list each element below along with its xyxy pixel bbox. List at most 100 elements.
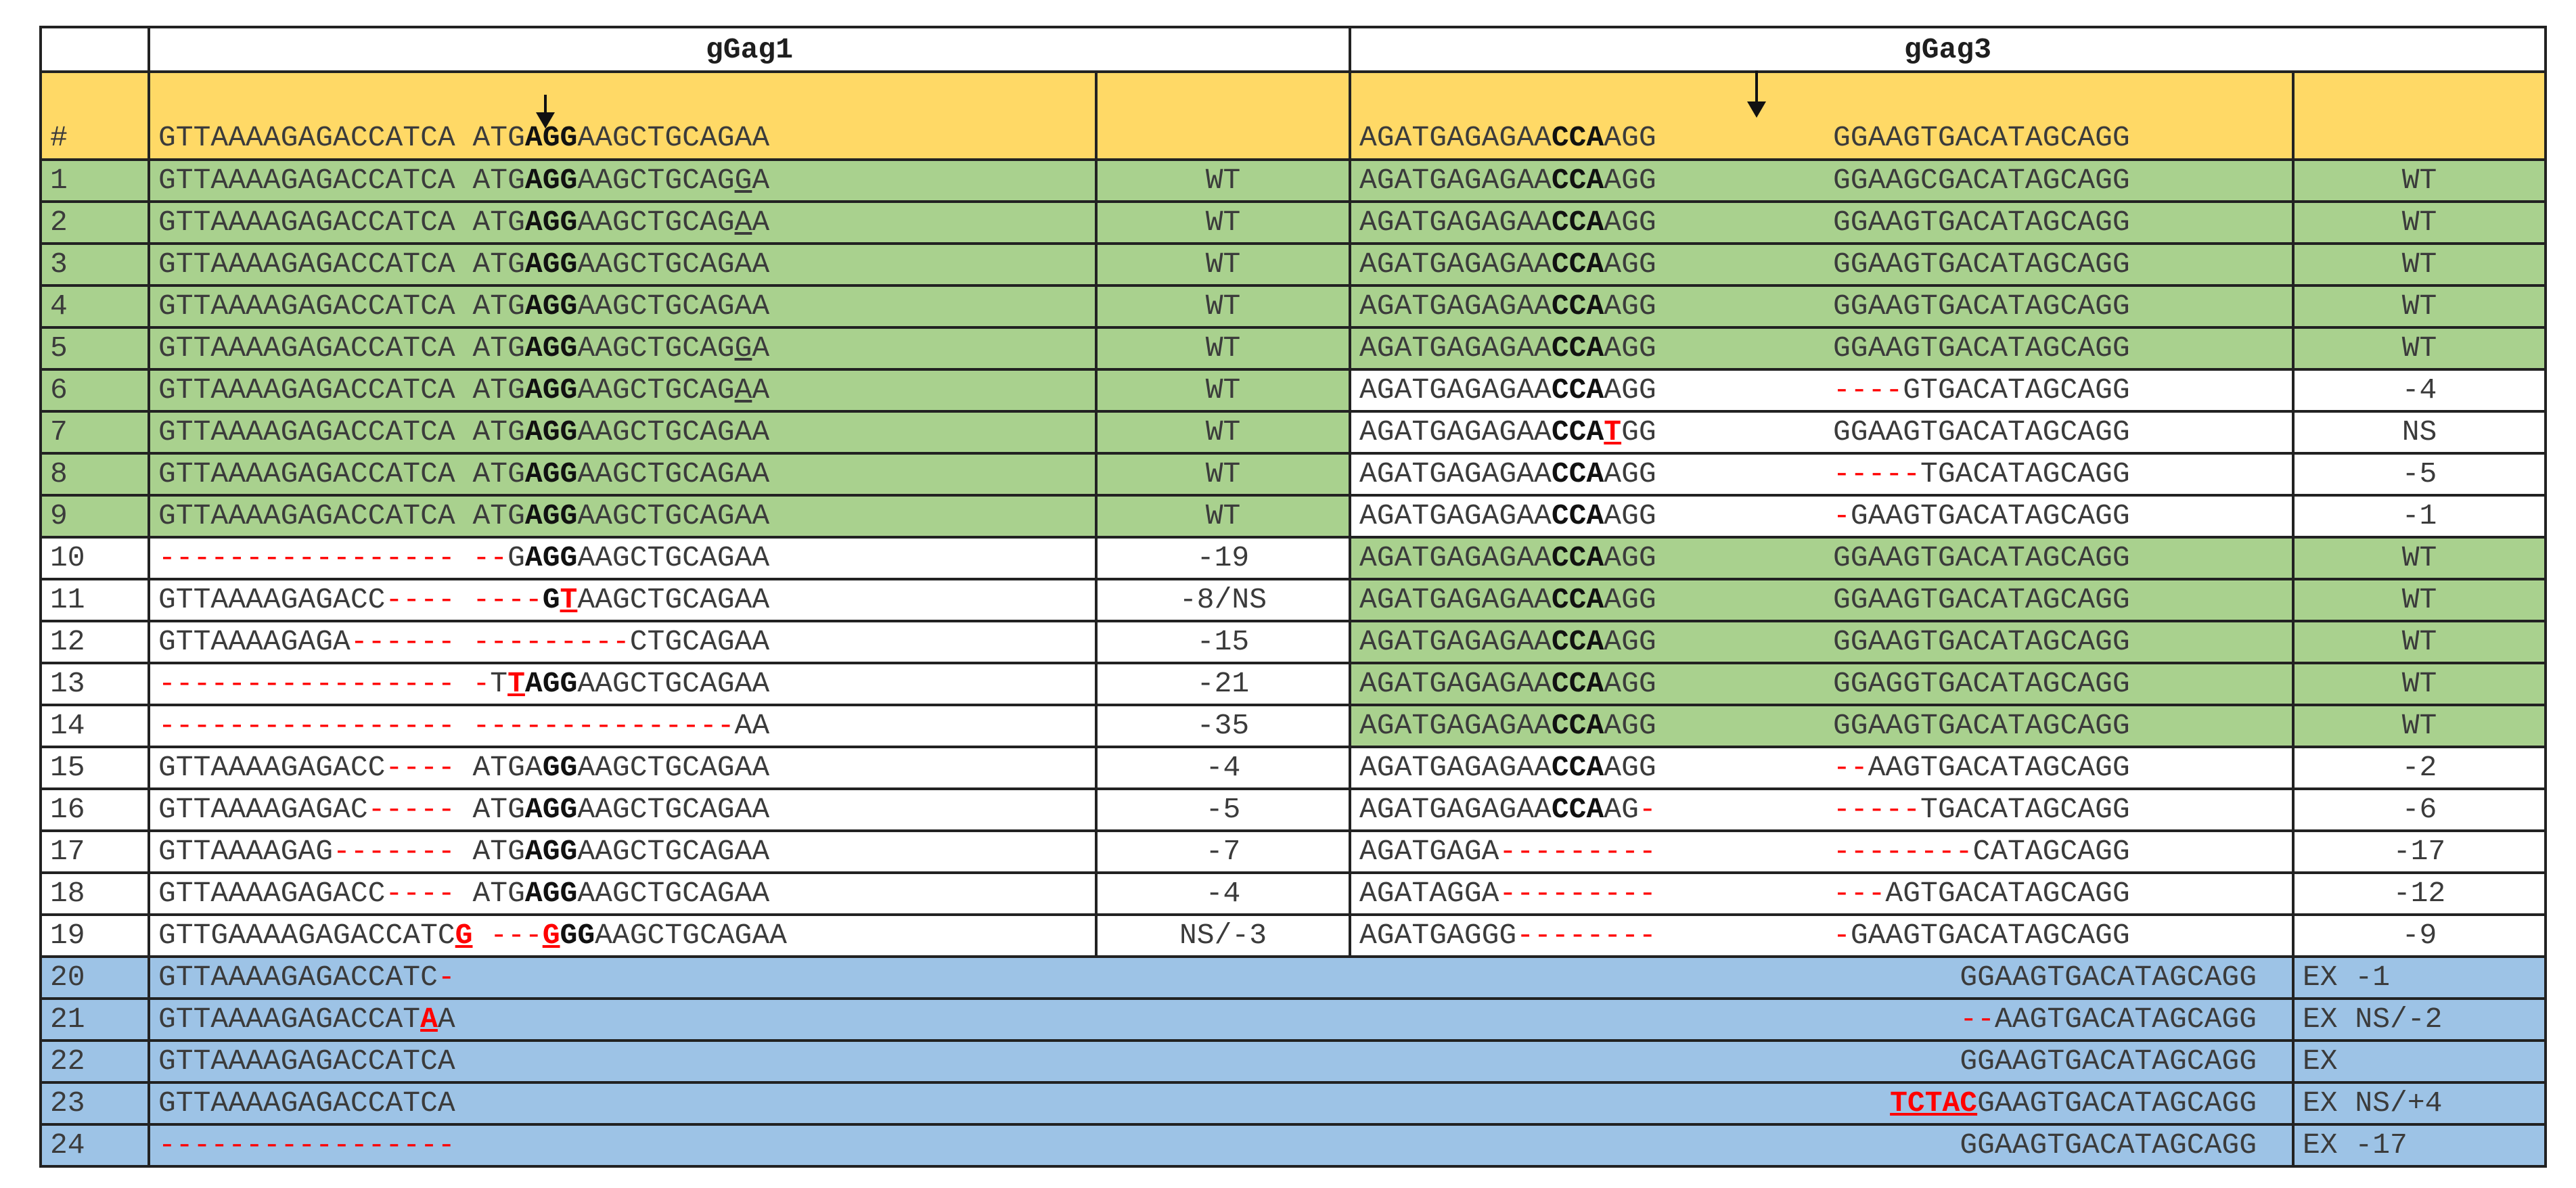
reference-gGag3-result (2292, 70, 2547, 161)
gGag3-sequence: AGATGAGAGAACCAAGG GGAAGTGACATAGCAGG (1349, 200, 2295, 245)
gGag3-sequence: AGATGAGAGAACCAAGG GGAAGTGACATAGCAGG (1349, 242, 2295, 287)
seq-segment: AGG (1604, 206, 1656, 239)
excision-result: EX NS/-2 (2292, 997, 2547, 1042)
seq-segment: AAGCTGCAGAA (577, 499, 770, 532)
seq-segment: AGATGAGAGAA (1359, 709, 1552, 742)
gGag3-left: AGATGAGAGAACCAAGG (1359, 204, 1833, 241)
seq-segment: AAGCTGCAGAA (577, 835, 770, 868)
gGag1-result: WT (1095, 494, 1351, 539)
gGag3-sequence: AGATGAGAGAACCAAGG GGAGGTGACATAGCAGG (1349, 662, 2295, 706)
seq-segment: GTTAAAAGAGACCATCA ATG (158, 290, 525, 323)
seq-segment: --- (1833, 877, 1886, 910)
gGag1-result: WT (1095, 200, 1351, 245)
seq-segment: G (455, 919, 473, 952)
gGag1-result: -4 (1095, 871, 1351, 916)
seq-segment: GTTAAAAGAGACCATCA ATG (158, 206, 525, 239)
seq-segment: GTTAAAAGAGA (158, 625, 351, 658)
row-number: 17 (39, 829, 150, 874)
gGag1-sequence: GTTAAAAGAGACC---- ----GTAAGCTGCAGAA (148, 578, 1098, 622)
gGag1-result: WT (1095, 158, 1351, 203)
row-number: 19 (39, 913, 150, 958)
excision-sequence: GTTAAAAGAGACCATAA --AAGTGACATAGCAGG (148, 997, 2295, 1042)
gGag3-header: gGag3 (1349, 26, 2547, 73)
seq-segment: CCA (1551, 541, 1604, 574)
table-row-exon: 20 GTTAAAAGAGACCATC- GGAAGTGACATAGCAGG EX -… (39, 955, 2547, 1000)
gGag3-sequence: AGATGAGAGAACCAAGG GGAAGTGACATAGCAGG (1349, 704, 2295, 748)
gGag3-result: -17 (2292, 829, 2547, 874)
gGag1-sequence: GTTAAAAGAGACCATCA ATGAGGAAGCTGCAGGA (148, 158, 1098, 203)
seq-segment: A (752, 373, 770, 407)
seq-segment: T (1604, 415, 1622, 449)
seq-segment: AAGCTGCAGAA (577, 667, 770, 700)
gGag3-result: WT (2292, 326, 2547, 371)
seq-segment: CCA (1551, 667, 1604, 700)
excision-sequence: GTTAAAAGAGACCATCA TCTACGAAGTGACATAGCAGG (148, 1081, 2295, 1126)
seq-segment: AGG (1604, 541, 1656, 574)
seq-segment: AGATGAGAGAA (1359, 164, 1552, 197)
seq-segment: AGATGAGAGAA (1359, 121, 1552, 154)
gGag3-left: AGATGAGAGAACCAAGG (1359, 246, 1833, 283)
seq-segment: T (560, 583, 578, 616)
seq-segment: GTTAAAAGAGACCATCA ATG (158, 332, 525, 365)
seq-segment: AAGCTGCAGAA (577, 248, 770, 281)
gGag3-result: -5 (2292, 452, 2547, 497)
gGag1-result: WT (1095, 242, 1351, 287)
gGag3-result: WT (2292, 662, 2547, 706)
seq-segment: ---- (385, 877, 455, 910)
gGag3-right: GGAAGTGACATAGCAGG (1833, 332, 2130, 365)
table-row-exon: 23 GTTAAAAGAGACCATCA TCTACGAAGTGACATAGCAGG… (39, 1081, 2547, 1126)
seq-segment: GG (1621, 415, 1656, 449)
gGag3-right: -GAAGTGACATAGCAGG (1833, 499, 2130, 532)
seq-segment: AGG (524, 332, 578, 365)
seq-segment: AGATGAGA (1359, 835, 1499, 868)
gGag1-sequence: GTTAAAAGAGACCATCA ATGAGGAAGCTGCAGGA (148, 326, 1098, 371)
seq-segment: AGATGAGAGAA (1359, 290, 1552, 323)
seq-segment: AAGCTGCAG (577, 206, 735, 239)
gGag3-right: -GAAGTGACATAGCAGG (1833, 919, 2130, 952)
table-row: 15 GTTAAAAGAGACC---- ATGAGGAAGCTGCAGAA -4 A… (39, 746, 2547, 790)
gGag3-left: AGATGAGAGAACCAAGG (1359, 624, 1833, 660)
gGag1-result: WT (1095, 368, 1351, 413)
reference-gGag3-seq: AGATGAGAGAACCAAGG GGAAGTGACATAGCAGG (1349, 70, 2295, 161)
gGag3-sequence: AGATGAGAGAACCAAGG ----GTGACATAGCAGG (1349, 368, 2295, 413)
cut-site-arrow-gGag1 (544, 95, 547, 115)
seq-segment: GGAAGTGACATAGCAGG (1960, 1128, 2257, 1162)
excision-sequence: GTTAAAAGAGACCATCA GGAAGTGACATAGCAGG (148, 1039, 2295, 1084)
seq-segment: TGACATAGCAGG (1920, 457, 2130, 490)
seq-segment: GTTAAAAGAGACCATC (158, 961, 438, 994)
gGag1-sequence: GTTAAAAGAGACCATCA ATGAGGAAGCTGCAGAA (148, 242, 1098, 287)
seq-segment: AGG (524, 667, 578, 700)
seq-segment: AGG (524, 290, 578, 323)
seq-segment: CCA (1551, 583, 1604, 616)
gGag3-result: WT (2292, 242, 2547, 287)
gGag3-result: WT (2292, 284, 2547, 329)
seq-segment: G (734, 164, 752, 197)
gGag1-result: -21 (1095, 662, 1351, 706)
gGag3-left: AGATGAGGG-------- (1359, 917, 1833, 954)
gGag3-left: AGATGAGAGAACCAAGG (1359, 582, 1833, 618)
excision-left: GTTAAAAGAGACCATC- (158, 961, 455, 994)
gGag3-left: AGATAGGA--------- (1359, 875, 1833, 912)
gGag3-right: GGAAGCGACATAGCAGG (1833, 164, 2130, 197)
excision-left: GTTAAAAGAGACCATCA (158, 1087, 455, 1120)
seq-segment: GGAAGTGACATAGCAGG (1833, 625, 2130, 658)
seq-segment: ----------------- --------------- (158, 709, 735, 742)
gGag3-right: GGAAGTGACATAGCAGG (1833, 206, 2130, 239)
gGag3-result: WT (2292, 620, 2547, 664)
seq-segment: GTTAAAAGAGACCATCA (158, 1087, 455, 1120)
gGag1-sequence: GTTAAAAGAGACCATCA ATGAGGAAGCTGCAGAA (148, 368, 1098, 413)
seq-segment: AGG (524, 541, 578, 574)
table-row: 14 ----------------- ---------------AA -35… (39, 704, 2547, 748)
seq-segment: AAGTGACATAGCAGG (1868, 751, 2130, 784)
gGag3-left: AGATGAGAGAACCAAG- (1359, 792, 1833, 828)
seq-segment: GGAAGTGACATAGCAGG (1833, 332, 2130, 365)
seq-segment: GTTAAAAGAGACCAT (158, 1003, 421, 1036)
seq-segment: CCA (1551, 373, 1604, 407)
gGag1-result: -19 (1095, 536, 1351, 580)
cut-site-arrow-gGag3 (1755, 70, 1758, 103)
gGag1-header: gGag1 (148, 26, 1351, 73)
seq-segment: --- (472, 919, 543, 952)
seq-segment: GAAGTGACATAGCAGG (1850, 499, 2130, 532)
gGag3-right: ----GTGACATAGCAGG (1833, 373, 2130, 407)
seq-segment: G (542, 919, 560, 952)
